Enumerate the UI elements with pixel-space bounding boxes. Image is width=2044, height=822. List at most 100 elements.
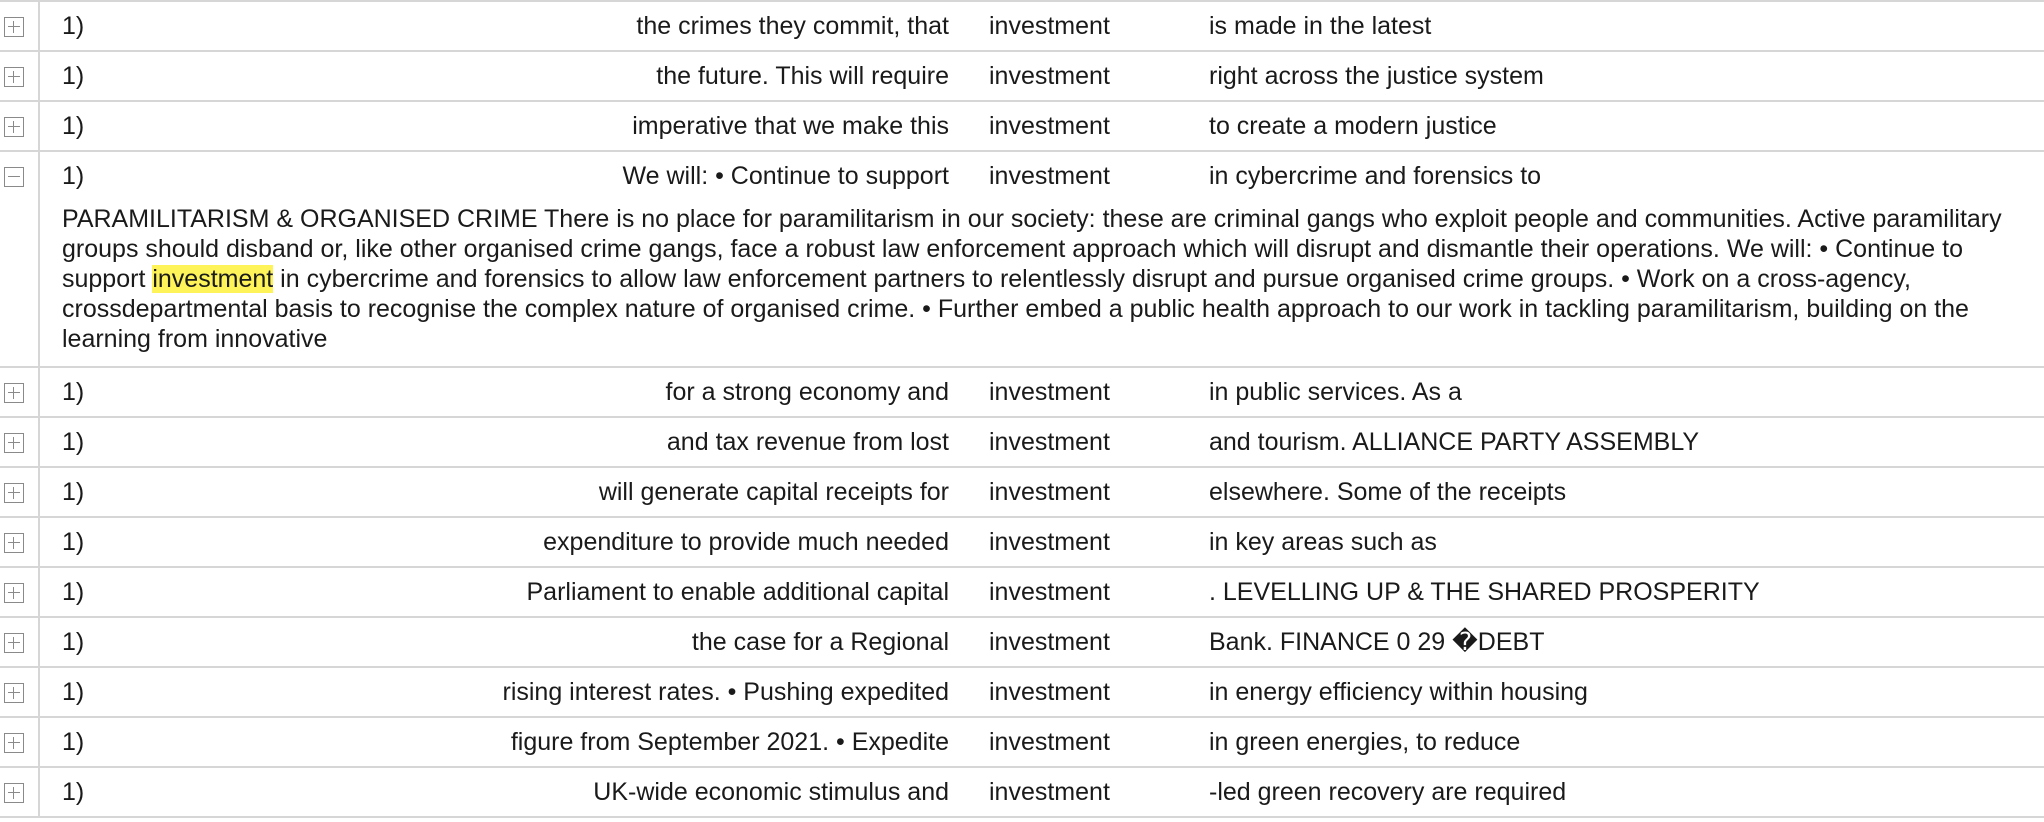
hit-number: 1) — [62, 428, 85, 456]
concordance-row: 1) UK-wide economic stimulus and investmen… — [0, 768, 2044, 818]
toggle-cell — [0, 152, 40, 366]
expand-plus-icon[interactable] — [4, 483, 24, 503]
expand-plus-icon[interactable] — [4, 67, 24, 87]
hit-number: 1) — [62, 678, 85, 706]
row-content: 1) UK-wide economic stimulus and investmen… — [40, 768, 2044, 816]
right-context: in public services. As a — [1209, 378, 1462, 406]
left-context: UK-wide economic stimulus and — [593, 778, 949, 806]
keyword-match[interactable]: investment — [989, 578, 1110, 606]
keyword-match[interactable]: investment — [989, 112, 1110, 140]
right-context: . LEVELLING UP & THE SHARED PROSPERITY — [1209, 578, 1760, 606]
expand-plus-icon[interactable] — [4, 383, 24, 403]
left-context: for a strong economy and — [665, 378, 950, 406]
concordance-row: 1) will generate capital receipts for inve… — [0, 468, 2044, 518]
expand-plus-icon[interactable] — [4, 17, 24, 37]
concordance-row: 1) the case for a Regional investment Bank.… — [0, 618, 2044, 668]
toggle-cell — [0, 368, 40, 416]
kwic-line: 1) the crimes they commit, that investment… — [40, 2, 2044, 50]
left-context: figure from September 2021. • Expedite — [510, 728, 949, 756]
expand-plus-icon[interactable] — [4, 633, 24, 653]
left-context: Parliament to enable additional capital — [526, 578, 950, 606]
toggle-cell — [0, 568, 40, 616]
concordance-row: 1) rising interest rates. • Pushing exped… — [0, 668, 2044, 718]
concordance-row: 1) the future. This will require investmen… — [0, 52, 2044, 102]
keyword-match[interactable]: investment — [989, 12, 1110, 40]
context-after: in cybercrime and forensics to allow law… — [62, 265, 1969, 353]
row-content: 1) We will: • Continue to support investme… — [40, 152, 2044, 366]
hit-number: 1) — [62, 528, 85, 556]
expand-plus-icon[interactable] — [4, 117, 24, 137]
hit-number: 1) — [62, 728, 85, 756]
kwic-line: 1) the case for a Regional investment Bank.… — [40, 618, 2044, 666]
concordance-row: 1) expenditure to provide much needed inve… — [0, 518, 2044, 568]
hit-number: 1) — [62, 112, 85, 140]
kwic-line: 1) UK-wide economic stimulus and investmen… — [40, 768, 2044, 816]
keyword-match[interactable]: investment — [989, 62, 1110, 90]
expand-plus-icon[interactable] — [4, 783, 24, 803]
row-content: 1) the crimes they commit, that investment… — [40, 2, 2044, 50]
toggle-cell — [0, 668, 40, 716]
toggle-cell — [0, 418, 40, 466]
expand-plus-icon[interactable] — [4, 583, 24, 603]
kwic-line: 1) Parliament to enable additional capita… — [40, 568, 2044, 616]
right-context: to create a modern justice — [1209, 112, 1497, 140]
keyword-match[interactable]: investment — [989, 528, 1110, 556]
right-context: elsewhere. Some of the receipts — [1209, 478, 1567, 506]
concordance-row: 1) and tax revenue from lost investment and… — [0, 418, 2044, 468]
kwic-line: 1) rising interest rates. • Pushing exped… — [40, 668, 2044, 716]
keyword-match[interactable]: investment — [989, 162, 1110, 190]
row-content: 1) for a strong economy and investment in p… — [40, 368, 2044, 416]
row-content: 1) imperative that we make this investment… — [40, 102, 2044, 150]
expand-plus-icon[interactable] — [4, 683, 24, 703]
toggle-cell — [0, 2, 40, 50]
left-context: the case for a Regional — [691, 628, 949, 656]
right-context: Bank. FINANCE 0 29 �DEBT — [1209, 628, 1545, 656]
hit-number: 1) — [62, 478, 85, 506]
row-content: 1) rising interest rates. • Pushing exped… — [40, 668, 2044, 716]
keyword-match[interactable]: investment — [989, 428, 1110, 456]
collapse-minus-icon[interactable] — [4, 167, 24, 187]
left-context: the crimes they commit, that — [636, 12, 949, 40]
right-context: -led green recovery are required — [1209, 778, 1567, 806]
hit-number: 1) — [62, 628, 85, 656]
row-content: 1) the future. This will require investmen… — [40, 52, 2044, 100]
keyword-match[interactable]: investment — [989, 728, 1110, 756]
right-context: and tourism. ALLIANCE PARTY ASSEMBLY — [1209, 428, 1700, 456]
expand-plus-icon[interactable] — [4, 733, 24, 753]
row-content: 1) will generate capital receipts for inve… — [40, 468, 2044, 516]
kwic-line: 1) imperative that we make this investment… — [40, 102, 2044, 150]
right-context: is made in the latest — [1209, 12, 1432, 40]
hit-number: 1) — [62, 378, 85, 406]
keyword-match[interactable]: investment — [989, 678, 1110, 706]
kwic-line: 1) expenditure to provide much needed inve… — [40, 518, 2044, 566]
highlighted-keyword: investment — [152, 265, 274, 293]
hit-number: 1) — [62, 162, 85, 190]
toggle-cell — [0, 518, 40, 566]
concordance-row: 1) We will: • Continue to support investme… — [0, 152, 2044, 368]
context-before: PARAMILITARISM & ORGANISED CRIME There i… — [62, 205, 2002, 293]
concordance-row: 1) for a strong economy and investment in p… — [0, 368, 2044, 418]
concordance-row: 1) figure from September 2021. • Expedite… — [0, 718, 2044, 768]
kwic-line: 1) the future. This will require investmen… — [40, 52, 2044, 100]
expanded-context: PARAMILITARISM & ORGANISED CRIME There i… — [40, 202, 2044, 366]
left-context: will generate capital receipts for — [598, 478, 949, 506]
row-content: 1) expenditure to provide much needed inve… — [40, 518, 2044, 566]
kwic-line: 1) for a strong economy and investment in p… — [40, 368, 2044, 416]
keyword-match[interactable]: investment — [989, 478, 1110, 506]
keyword-match[interactable]: investment — [989, 628, 1110, 656]
concordance-row: 1) Parliament to enable additional capita… — [0, 568, 2044, 618]
keyword-match[interactable]: investment — [989, 378, 1110, 406]
keyword-match[interactable]: investment — [989, 778, 1110, 806]
kwic-line: 1) will generate capital receipts for inve… — [40, 468, 2044, 516]
expand-plus-icon[interactable] — [4, 533, 24, 553]
right-context: right across the justice system — [1209, 62, 1544, 90]
toggle-cell — [0, 718, 40, 766]
expand-plus-icon[interactable] — [4, 433, 24, 453]
toggle-cell — [0, 618, 40, 666]
left-context: We will: • Continue to support — [622, 162, 949, 190]
toggle-cell — [0, 102, 40, 150]
row-content: 1) the case for a Regional investment Bank.… — [40, 618, 2044, 666]
right-context: in green energies, to reduce — [1209, 728, 1521, 756]
kwic-line: 1) We will: • Continue to support investme… — [40, 152, 2044, 200]
